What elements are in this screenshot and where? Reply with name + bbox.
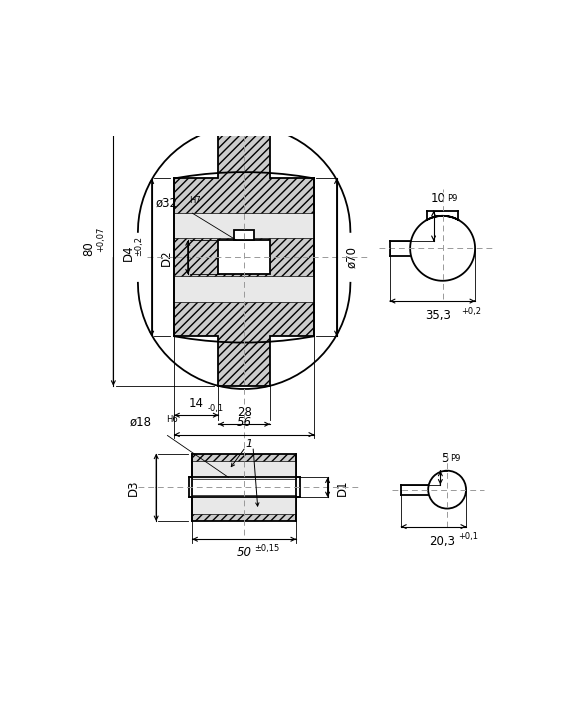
- Text: 20,3: 20,3: [430, 535, 456, 548]
- Text: ø18: ø18: [130, 415, 152, 429]
- Bar: [218, 240, 270, 275]
- Text: 10: 10: [431, 192, 446, 204]
- Text: D4: D4: [122, 245, 134, 261]
- Bar: [174, 213, 314, 238]
- Text: H7: H7: [189, 196, 200, 205]
- Bar: [192, 461, 296, 479]
- Text: P9: P9: [450, 455, 461, 463]
- Text: 14: 14: [189, 397, 204, 410]
- Text: ±0,2: ±0,2: [134, 236, 144, 256]
- Text: ø32: ø32: [156, 197, 178, 209]
- Polygon shape: [174, 129, 314, 386]
- Text: 50: 50: [237, 546, 251, 559]
- Text: +0,07: +0,07: [96, 227, 105, 252]
- Text: P9: P9: [447, 194, 457, 203]
- Text: H6: H6: [166, 415, 178, 424]
- Text: D2: D2: [159, 249, 173, 266]
- Text: 80: 80: [82, 241, 95, 256]
- Text: 56: 56: [237, 416, 251, 429]
- Text: -0,1: -0,1: [208, 404, 223, 413]
- Text: +0,1: +0,1: [459, 533, 478, 541]
- Text: ø70: ø70: [345, 247, 358, 268]
- Text: 35,3: 35,3: [425, 309, 451, 322]
- Text: D1: D1: [336, 479, 349, 495]
- Bar: [234, 230, 254, 240]
- Text: +0,2: +0,2: [462, 307, 481, 316]
- Text: 5: 5: [441, 453, 449, 465]
- Text: 1: 1: [245, 439, 252, 449]
- Text: 28: 28: [237, 406, 251, 419]
- Text: ±0,15: ±0,15: [254, 543, 279, 553]
- Text: D3: D3: [127, 479, 140, 495]
- Polygon shape: [192, 453, 296, 521]
- Bar: [174, 276, 314, 302]
- Bar: [192, 495, 296, 513]
- Bar: [189, 478, 300, 498]
